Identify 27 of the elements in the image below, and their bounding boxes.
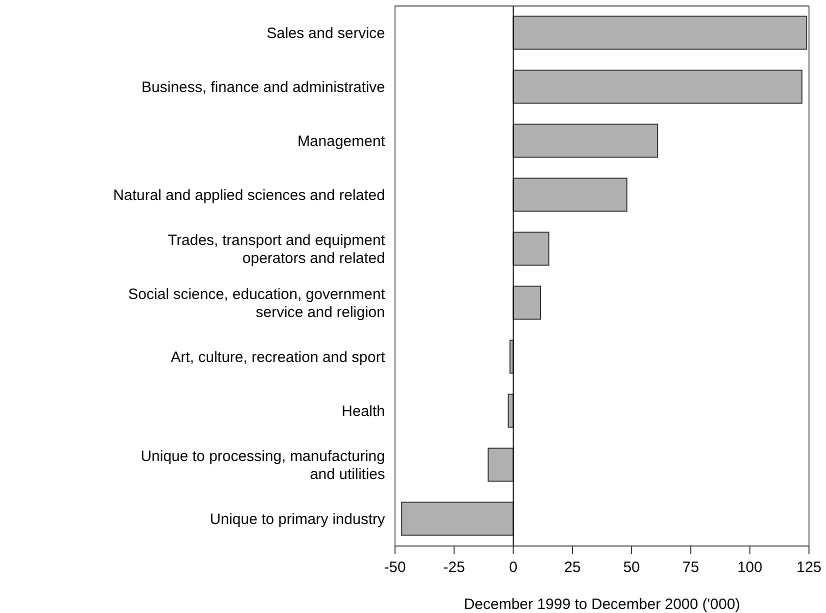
y-tick-label: Business, finance and administrative (142, 79, 385, 96)
x-tick-label: 125 (796, 559, 822, 576)
y-tick-label: Unique to primary industry (210, 511, 386, 528)
bar (488, 448, 514, 482)
y-tick-label: Natural and applied sciences and related (113, 187, 385, 204)
x-axis-title: December 1999 to December 2000 ('000) (464, 596, 740, 613)
y-tick-label: Unique to processing, manufacturing and utilities (140, 448, 385, 483)
bar (512, 232, 550, 266)
bar (512, 124, 658, 158)
y-tick-label: Trades, transport and equipment operators and related (168, 232, 386, 267)
bar (512, 16, 808, 50)
y-tick-label: Art, culture, recreation and sport (170, 349, 386, 366)
x-tick-label: -50 (384, 559, 406, 576)
y-tick-label: Sales and service (266, 25, 385, 42)
x-tick-label: 0 (509, 559, 518, 576)
x-tick-label: 75 (682, 559, 700, 576)
bar (401, 502, 514, 536)
x-tick-label: 100 (737, 559, 762, 576)
x-tick-label: -25 (443, 559, 465, 576)
x-tick-label: 50 (623, 559, 640, 576)
y-tick-label: Social science, education, government service and religion (128, 286, 386, 321)
y-tick-label: Management (297, 133, 386, 150)
bar (512, 70, 802, 104)
bar (512, 178, 628, 212)
x-tick-label: 25 (564, 559, 581, 576)
bar (512, 286, 541, 320)
y-tick-label: Health (342, 403, 385, 420)
